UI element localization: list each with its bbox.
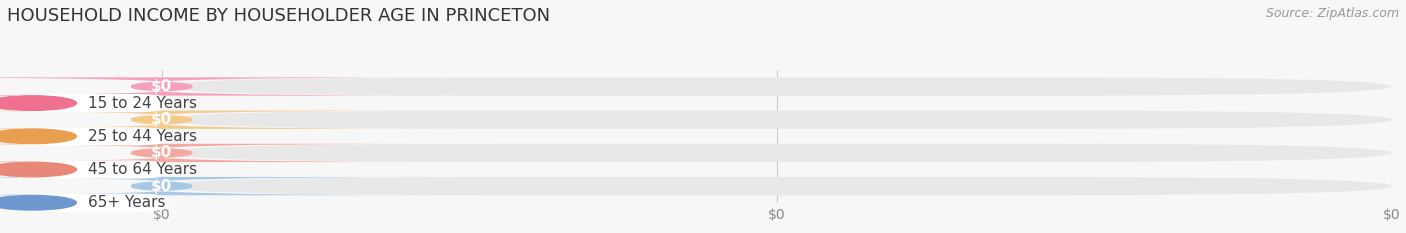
FancyBboxPatch shape xyxy=(162,144,1392,162)
FancyBboxPatch shape xyxy=(0,177,439,195)
Text: 65+ Years: 65+ Years xyxy=(87,195,165,210)
Text: $0: $0 xyxy=(150,79,173,94)
FancyBboxPatch shape xyxy=(0,77,439,96)
Text: $0: $0 xyxy=(150,112,173,127)
FancyBboxPatch shape xyxy=(0,111,439,129)
FancyBboxPatch shape xyxy=(162,177,1392,195)
FancyBboxPatch shape xyxy=(162,77,1392,96)
Text: 15 to 24 Years: 15 to 24 Years xyxy=(87,96,197,111)
Text: Source: ZipAtlas.com: Source: ZipAtlas.com xyxy=(1265,7,1399,20)
Text: $0: $0 xyxy=(150,145,173,160)
FancyBboxPatch shape xyxy=(162,111,1392,129)
Text: 45 to 64 Years: 45 to 64 Years xyxy=(87,162,197,177)
Text: $0: $0 xyxy=(150,179,173,194)
Text: 25 to 44 Years: 25 to 44 Years xyxy=(87,129,197,144)
Text: HOUSEHOLD INCOME BY HOUSEHOLDER AGE IN PRINCETON: HOUSEHOLD INCOME BY HOUSEHOLDER AGE IN P… xyxy=(7,7,550,25)
FancyBboxPatch shape xyxy=(0,144,439,162)
